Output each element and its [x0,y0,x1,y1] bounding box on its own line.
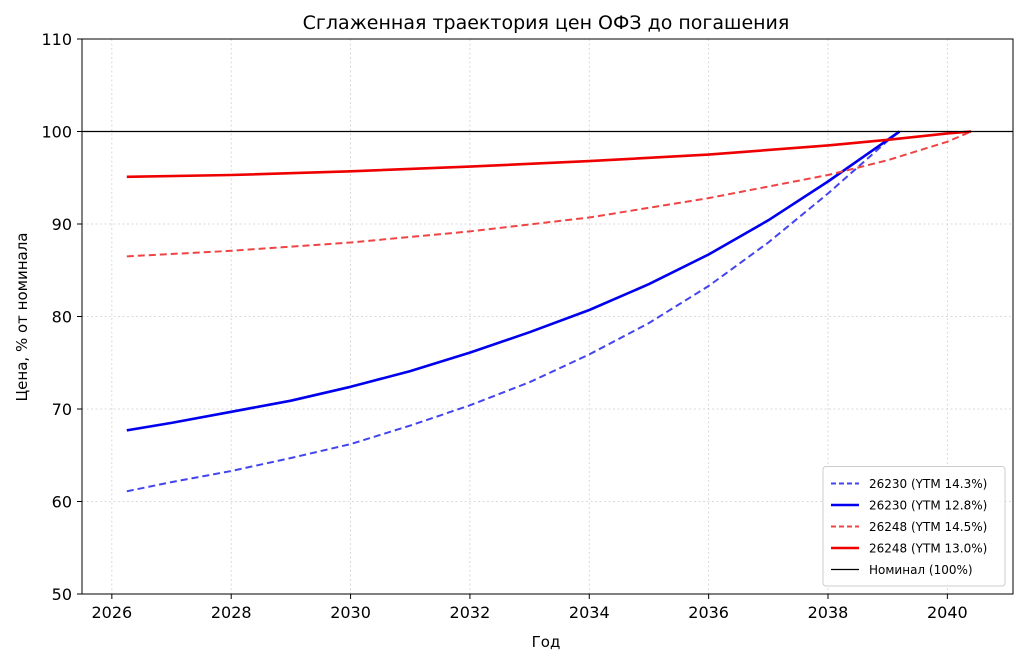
y-tick-label: 80 [52,308,72,327]
series-line-0 [126,130,901,493]
x-axis-label: Год [532,633,561,651]
series-line-2 [126,130,972,258]
x-tick-label: 2028 [211,603,252,622]
y-axis-label: Цена, % от номинала [13,233,31,402]
x-tick-label: 2032 [450,603,491,622]
legend: 26230 (YTM 14.3%) 26230 (YTM 12.8%) 26248 … [822,466,1006,587]
legend-label: 26230 (YTM 14.3%) [869,477,987,491]
y-tick-label: 110 [41,30,72,49]
series-line-1 [126,130,901,432]
chart-title: Сглаженная траектория цен ОФЗ до погашен… [303,12,790,34]
y-tick-label: 70 [52,400,72,419]
x-axis: 2026 2028 2030 2032 2034 2036 2038 2040 [91,594,968,622]
series-layer [82,130,1013,493]
legend-label: 26248 (YTM 13.0%) [869,542,987,556]
series-line-3 [126,130,972,179]
legend-box [822,466,1006,587]
x-tick-label: 2036 [688,603,729,622]
x-tick-label: 2026 [91,603,132,622]
x-tick-label: 2030 [330,603,371,622]
legend-label: 26230 (YTM 12.8%) [869,499,987,513]
x-tick-label: 2040 [927,603,968,622]
legend-label: 26248 (YTM 14.5%) [869,520,987,534]
y-tick-label: 50 [52,585,72,604]
x-tick-label: 2034 [569,603,610,622]
y-tick-label: 60 [52,493,72,512]
y-tick-label: 90 [52,215,72,234]
y-tick-label: 100 [41,123,72,142]
y-axis: 50 60 70 80 90 100 110 [41,30,82,604]
x-tick-label: 2038 [808,603,849,622]
legend-label: Номинал (100%) [869,563,973,577]
